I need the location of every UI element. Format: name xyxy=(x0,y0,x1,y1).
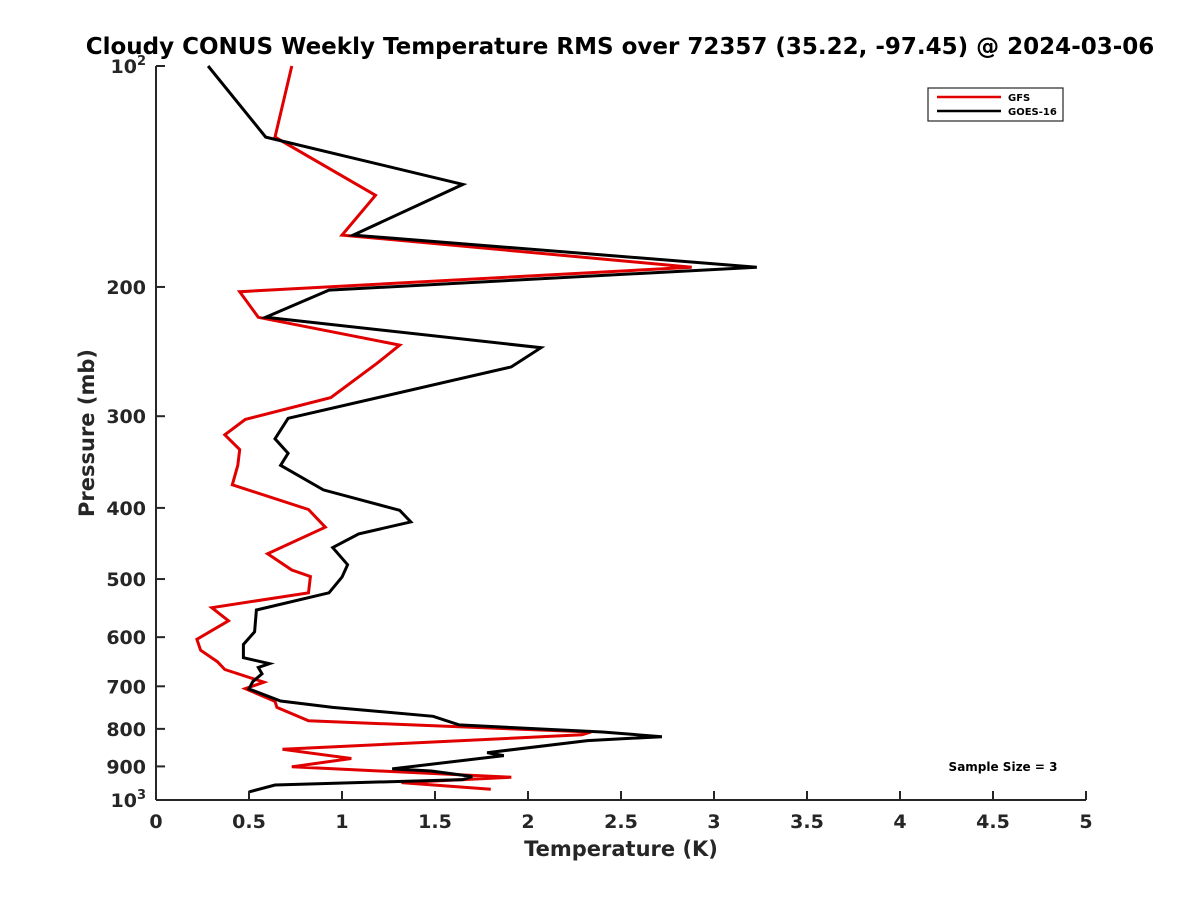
plot-area: 0 0.5 1 1.5 2 2.5 3 3.5 4 4.5 5 102200300400500600… xyxy=(106,54,1092,833)
y-tick-label: 800 xyxy=(106,719,146,741)
y-tick-label: 102 xyxy=(111,54,147,78)
x-ticks: 0 0.5 1 1.5 2 2.5 3 3.5 4 4.5 5 xyxy=(149,791,1093,833)
legend-label-goes-16: GOES-16 xyxy=(1008,107,1057,118)
y-tick-label: 103 xyxy=(111,788,147,812)
y-tick-base: 10 xyxy=(111,790,137,812)
x-tick-label: 5 xyxy=(1079,811,1092,833)
y-tick-label: 500 xyxy=(106,569,146,591)
y-tick-exponent: 2 xyxy=(137,54,146,69)
y-axis-label: Pressure (mb) xyxy=(75,349,99,517)
x-axis-label: Temperature (K) xyxy=(524,837,718,861)
y-tick-label: 300 xyxy=(106,406,146,428)
series-line-gfs xyxy=(195,65,692,791)
y-tick-exponent: 3 xyxy=(137,788,146,803)
y-tick-label: 600 xyxy=(106,627,146,649)
x-tick-label: 2.5 xyxy=(604,811,638,833)
series-layer xyxy=(195,65,757,794)
x-tick-label: 3.5 xyxy=(790,811,824,833)
y-tick-label: 400 xyxy=(106,498,146,520)
legend: GFS GOES-16 xyxy=(927,87,1064,122)
legend-box xyxy=(927,87,1064,122)
x-tick-label: 3 xyxy=(707,811,720,833)
y-tick-base: 10 xyxy=(111,56,137,78)
y-tick-label: 700 xyxy=(106,676,146,698)
x-tick-label: 4.5 xyxy=(976,811,1010,833)
series-line-goes-16 xyxy=(206,65,757,794)
x-tick-label: 1.5 xyxy=(418,811,452,833)
x-tick-label: 1 xyxy=(335,811,348,833)
y-tick-label: 900 xyxy=(106,756,146,778)
x-tick-label: 2 xyxy=(521,811,534,833)
x-tick-label: 0.5 xyxy=(232,811,266,833)
x-tick-label: 4 xyxy=(893,811,906,833)
legend-label-gfs: GFS xyxy=(1008,93,1030,104)
y-tick-label: 200 xyxy=(106,277,146,299)
x-tick-label: 0 xyxy=(149,811,162,833)
chart-title: Cloudy CONUS Weekly Temperature RMS over… xyxy=(86,34,1155,60)
sample-size-annotation: Sample Size = 3 xyxy=(949,760,1058,774)
